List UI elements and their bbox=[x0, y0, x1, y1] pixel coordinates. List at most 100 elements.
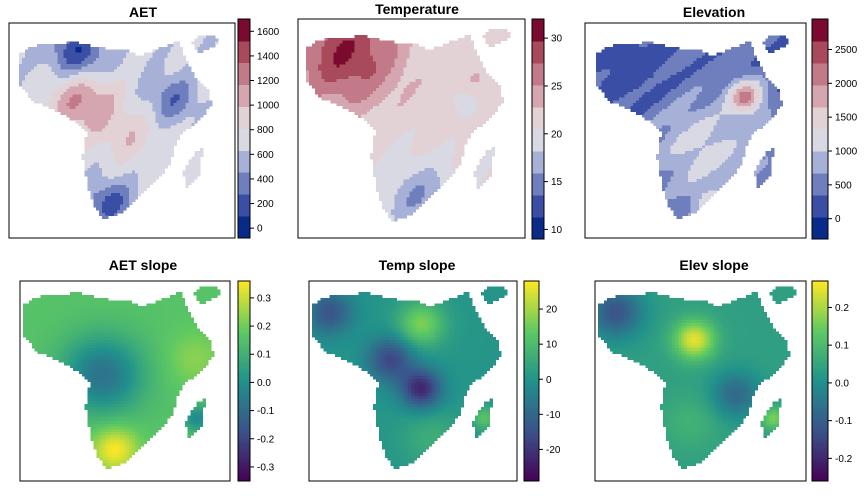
raster-cell bbox=[482, 117, 486, 121]
raster-cell bbox=[388, 55, 392, 59]
raster-cell bbox=[93, 89, 97, 93]
raster-cell bbox=[376, 40, 380, 45]
raster-cell bbox=[102, 86, 106, 90]
raster-cell bbox=[81, 156, 85, 160]
raster-cell bbox=[125, 69, 130, 73]
raster-cell bbox=[433, 46, 438, 51]
raster-cell bbox=[152, 122, 157, 127]
raster-cell bbox=[357, 114, 362, 119]
raster-cell bbox=[137, 134, 142, 138]
raster-cell bbox=[36, 63, 41, 67]
raster-cell bbox=[105, 100, 109, 104]
raster-cell bbox=[125, 91, 130, 96]
raster-cell bbox=[152, 58, 157, 62]
raster-cell bbox=[143, 134, 148, 138]
raster-cell bbox=[84, 44, 88, 48]
raster-cell bbox=[122, 86, 127, 90]
raster-cell bbox=[102, 181, 106, 186]
raster-cell bbox=[66, 103, 70, 107]
raster-cell bbox=[452, 91, 456, 95]
raster-cell bbox=[134, 173, 139, 177]
raster-cell bbox=[114, 108, 118, 113]
raster-cell bbox=[84, 60, 88, 65]
raster-cell bbox=[54, 49, 58, 53]
raster-cell bbox=[194, 120, 198, 124]
raster-cell bbox=[161, 131, 165, 135]
raster-cell bbox=[656, 46, 660, 51]
raster-cell bbox=[120, 167, 124, 172]
raster-cell bbox=[403, 76, 407, 80]
raster-cell bbox=[385, 203, 389, 207]
raster-cell bbox=[464, 96, 468, 101]
raster-cell bbox=[161, 77, 165, 82]
raster-cell bbox=[155, 97, 160, 101]
raster-cell bbox=[491, 150, 496, 154]
raster-cell bbox=[357, 111, 362, 116]
raster-cell bbox=[400, 206, 404, 210]
raster-cell bbox=[415, 144, 420, 148]
raster-cell bbox=[191, 86, 195, 90]
raster-cell bbox=[90, 58, 94, 62]
raster-cell bbox=[84, 114, 88, 118]
raster-cell bbox=[102, 83, 106, 87]
raster-cell bbox=[194, 86, 198, 90]
raster-cell bbox=[369, 105, 374, 110]
raster-cell bbox=[363, 102, 368, 107]
raster-cell bbox=[161, 72, 165, 76]
raster-cell bbox=[415, 191, 420, 195]
raster-cell bbox=[424, 194, 429, 198]
raster-cell bbox=[179, 103, 183, 107]
raster-cell bbox=[360, 40, 365, 45]
raster-cell bbox=[427, 144, 432, 148]
raster-cell bbox=[391, 170, 395, 175]
raster-cell bbox=[36, 55, 41, 59]
raster-cell bbox=[114, 162, 118, 166]
raster-cell bbox=[330, 82, 334, 86]
raster-cell bbox=[99, 100, 103, 104]
raster-cell bbox=[155, 111, 160, 115]
raster-cell bbox=[415, 129, 420, 133]
raster-cell bbox=[403, 43, 407, 48]
raster-cell bbox=[152, 63, 157, 67]
raster-cell bbox=[93, 80, 97, 84]
raster-cell bbox=[461, 135, 465, 139]
raster-cell bbox=[173, 142, 177, 146]
raster-cell bbox=[372, 67, 377, 71]
raster-cell bbox=[143, 122, 148, 127]
raster-cell bbox=[439, 67, 444, 71]
raster-cell bbox=[30, 55, 35, 59]
raster-cell bbox=[406, 55, 410, 59]
raster-cell bbox=[412, 185, 416, 189]
raster-cell bbox=[762, 41, 766, 45]
raster-cell bbox=[120, 69, 124, 73]
raster-cell bbox=[78, 55, 82, 59]
raster-cell bbox=[412, 161, 416, 166]
raster-cell bbox=[81, 153, 85, 158]
raster-cell bbox=[128, 122, 133, 127]
raster-cell bbox=[421, 141, 426, 145]
raster-cell bbox=[96, 145, 100, 149]
raster-cell bbox=[342, 58, 346, 62]
raster-cell bbox=[442, 170, 447, 175]
raster-cell bbox=[461, 73, 465, 77]
raster-cell bbox=[72, 83, 76, 87]
raster-cell bbox=[161, 125, 165, 129]
raster-cell bbox=[482, 99, 486, 104]
raster-cell bbox=[348, 37, 353, 42]
raster-cell bbox=[33, 91, 38, 96]
raster-cell bbox=[382, 91, 386, 95]
raster-cell bbox=[39, 91, 44, 96]
raster-cell bbox=[167, 52, 171, 56]
raster-cell bbox=[155, 136, 160, 141]
raster-cell bbox=[336, 76, 340, 80]
raster-cell bbox=[412, 43, 416, 48]
raster-cell bbox=[415, 82, 420, 86]
raster-cell bbox=[400, 179, 404, 184]
raster-cell bbox=[81, 100, 85, 104]
raster-cell bbox=[360, 67, 365, 71]
raster-cell bbox=[99, 212, 103, 217]
raster-cell bbox=[102, 212, 106, 217]
raster-cell bbox=[318, 49, 322, 53]
raster-cell bbox=[369, 117, 374, 121]
raster-cell bbox=[436, 114, 441, 119]
